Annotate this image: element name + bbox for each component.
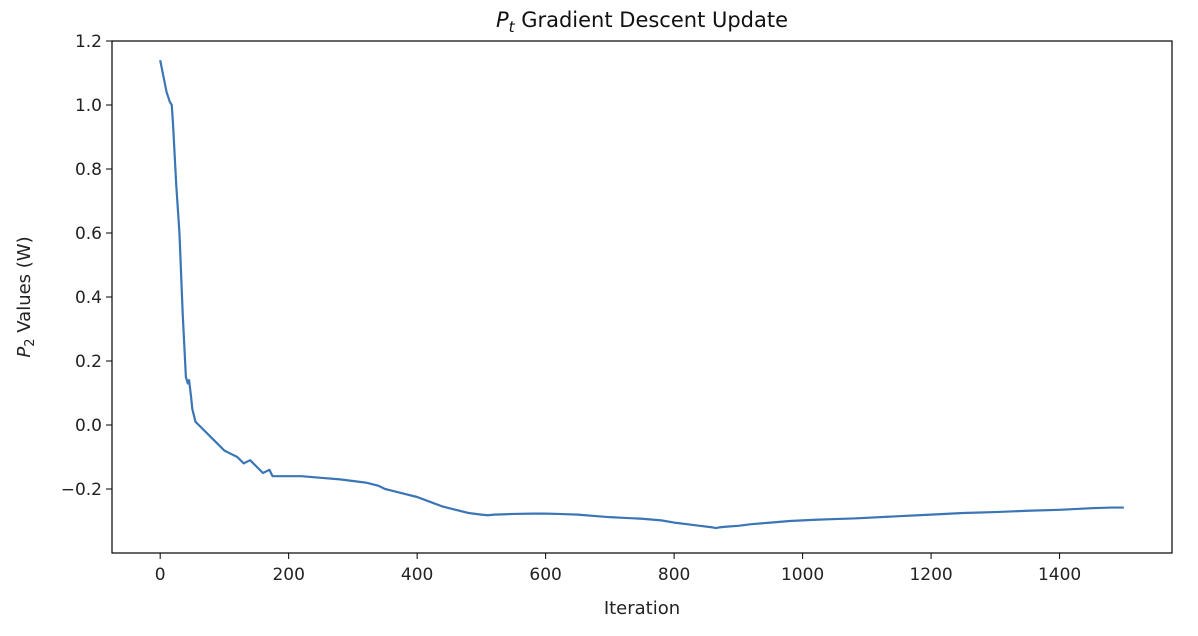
x-tick-label: 0 [155,565,166,585]
x-tick-label: 600 [529,565,561,585]
x-tick-labels: 0 200 400 600 800 1000 1200 1400 [155,565,1081,585]
y-tick-label: 0.8 [75,160,102,180]
x-axis-label: Iteration [604,598,680,619]
x-tick-label: 800 [658,565,690,585]
axis-ticks [106,40,1061,559]
x-tick-label: 1200 [909,565,952,585]
y-axis-label-symbol: P [14,347,35,358]
x-tick-label: 400 [401,565,433,585]
y-tick-label: 0.4 [75,288,102,308]
y-tick-label: 0.2 [75,352,102,372]
chart-title-text: Gradient Descent Update [515,8,789,32]
chart-title-symbol: P [496,8,509,32]
y-tick-labels: 1.2 1.0 0.8 0.6 0.4 0.2 0.0 −0.2 [61,32,102,500]
y-axis-label-subscript: 2 [23,338,38,346]
chart-title-subscript: t [509,18,516,36]
y-tick-label: 1.0 [75,96,102,116]
y-axis-label-text: Values (W) [14,236,35,338]
plot-frame [111,40,1173,554]
x-tick-label: 1000 [781,565,824,585]
x-tick-label: 1400 [1038,565,1081,585]
y-tick-label: 0.6 [75,224,102,244]
y-axis-label: P2 Values (W) [14,236,38,357]
y-tick-label: −0.2 [61,480,102,500]
y-tick-label: 1.2 [75,32,102,52]
chart-title: Pt Gradient Descent Update [496,8,788,36]
y-tick-label: 0.0 [75,416,102,436]
x-tick-label: 200 [272,565,304,585]
series-line [159,59,1124,530]
